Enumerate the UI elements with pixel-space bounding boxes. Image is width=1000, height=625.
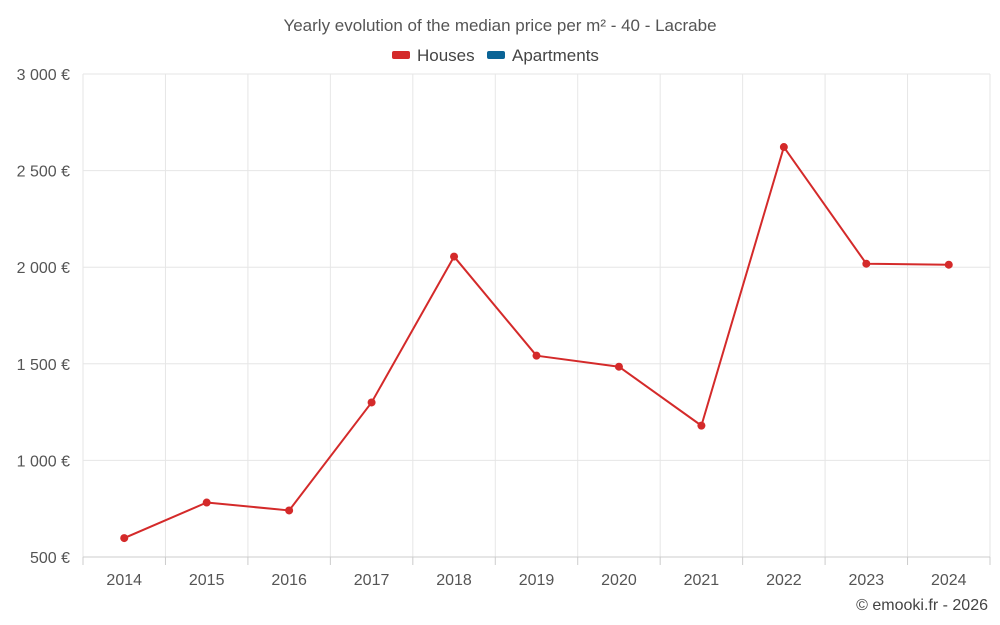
y-tick-label: 2 000 €	[17, 260, 70, 277]
data-point[interactable]	[367, 398, 376, 407]
data-point[interactable]	[202, 498, 211, 507]
data-point[interactable]	[862, 259, 871, 268]
y-tick-label: 1 500 €	[17, 357, 70, 374]
data-point[interactable]	[779, 143, 788, 152]
y-axis: 500 € 1 000 € 1 500 € 2 000 € 2 500 € 3 000 €	[17, 67, 70, 567]
x-axis: 2014 2015 2016 2017 2018 2019 2020 2021 2022 2023…	[106, 572, 966, 589]
data-point[interactable]	[450, 252, 459, 261]
x-tick-label: 2018	[436, 572, 472, 589]
data-point[interactable]	[944, 260, 953, 269]
chart-title: Yearly evolution of the median price per…	[283, 16, 716, 35]
x-tick-label: 2021	[684, 572, 720, 589]
y-tick-label: 2 500 €	[17, 164, 70, 181]
y-tick-label: 3 000 €	[17, 67, 70, 84]
legend: Houses Apartments	[392, 46, 599, 65]
legend-swatch-apartments	[487, 51, 505, 59]
x-tick-label: 2017	[354, 572, 390, 589]
legend-label-apartments: Apartments	[512, 46, 599, 65]
x-tick-label: 2024	[931, 572, 967, 589]
x-tick-label: 2015	[189, 572, 225, 589]
data-point[interactable]	[697, 421, 706, 430]
data-point[interactable]	[120, 534, 129, 543]
series-houses	[120, 143, 953, 543]
grid	[82, 73, 991, 565]
data-point[interactable]	[614, 362, 623, 371]
legend-item-apartments[interactable]: Apartments	[487, 46, 599, 65]
x-tick-label: 2020	[601, 572, 637, 589]
x-tick-label: 2014	[106, 572, 142, 589]
data-point[interactable]	[532, 351, 541, 360]
legend-swatch-houses	[392, 51, 410, 59]
x-tick-label: 2016	[271, 572, 307, 589]
legend-label-houses: Houses	[417, 46, 475, 65]
y-tick-label: 1 000 €	[17, 453, 70, 470]
x-tick-label: 2023	[849, 572, 885, 589]
y-tick-label: 500 €	[30, 550, 70, 567]
x-tick-label: 2019	[519, 572, 555, 589]
data-point[interactable]	[285, 506, 294, 515]
legend-item-houses[interactable]: Houses	[392, 46, 475, 65]
x-tick-label: 2022	[766, 572, 802, 589]
credit: © emooki.fr - 2026	[856, 597, 988, 614]
